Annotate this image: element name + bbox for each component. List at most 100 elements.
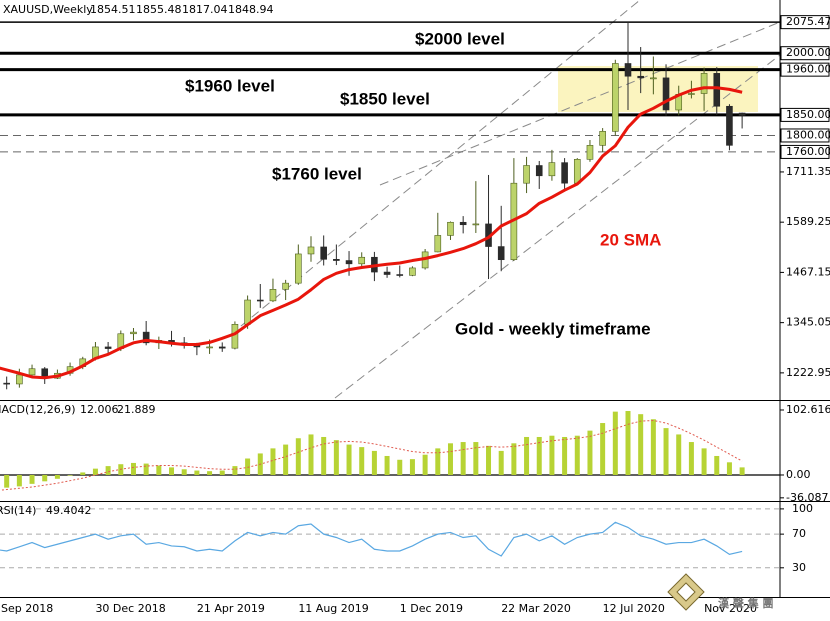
candle-body xyxy=(523,165,530,184)
candle-body xyxy=(345,260,353,265)
candle-body xyxy=(624,63,632,77)
macd-bar xyxy=(688,442,694,475)
pane-title: RSI(14) xyxy=(0,504,36,517)
candle-body xyxy=(206,346,213,349)
macd-bar xyxy=(270,448,276,475)
macd-bar xyxy=(169,467,175,475)
annotation: $1760 level xyxy=(272,164,362,183)
y-tick-label: 1222.95 xyxy=(786,366,830,379)
x-tick-label: 12 Jul 2020 xyxy=(603,602,665,615)
candle-body xyxy=(612,63,619,132)
candle-body xyxy=(713,73,721,107)
candle-body xyxy=(700,73,708,94)
y-tick-label: 1711.35 xyxy=(786,165,830,178)
macd-bar xyxy=(54,474,60,479)
macd-bar xyxy=(371,450,377,475)
candle-body xyxy=(333,259,340,261)
macd-bar xyxy=(219,470,225,475)
candle-body xyxy=(358,256,366,265)
candle-body xyxy=(256,299,264,302)
candle-body xyxy=(434,235,442,253)
macd-bar xyxy=(245,458,251,475)
macd-bar xyxy=(714,455,720,475)
macd-bar xyxy=(207,471,213,475)
channel-line xyxy=(334,54,781,399)
macd-bar xyxy=(638,414,644,475)
candle-body xyxy=(688,93,695,95)
y-tick-label: 0.00 xyxy=(786,468,811,481)
candle-body xyxy=(104,346,112,349)
macd-bar xyxy=(194,470,200,475)
macd-bar xyxy=(80,472,86,475)
macd-bar xyxy=(587,430,593,475)
macd-bar xyxy=(663,428,669,475)
x-tick-label: Sep 2018 xyxy=(1,602,53,615)
x-tick-label: 22 Mar 2020 xyxy=(501,602,571,615)
candle-body xyxy=(244,299,251,325)
macd-bar xyxy=(397,459,403,475)
header-value: 1854.51 xyxy=(90,3,136,16)
macd-bar xyxy=(308,434,314,475)
logo-diamond-inner xyxy=(676,582,696,602)
candle-body xyxy=(637,75,644,79)
y-tick-label: 2000.00 xyxy=(786,46,830,59)
macd-bar xyxy=(739,467,745,475)
y-tick-label: 1467.15 xyxy=(786,265,830,278)
macd-bar xyxy=(42,474,48,482)
candle-body xyxy=(396,274,404,276)
macd-bar xyxy=(92,468,98,475)
macd-bar xyxy=(422,454,428,475)
macd-bar xyxy=(321,436,327,475)
y-tick-box xyxy=(780,144,830,159)
y-tick-box xyxy=(780,128,830,143)
channel-line xyxy=(379,21,781,186)
macd-bar xyxy=(181,469,187,475)
macd-bar xyxy=(283,444,289,475)
macd-bar xyxy=(435,448,441,475)
y-tick-label: 1760.00 xyxy=(786,145,830,158)
macd-bar xyxy=(600,423,606,475)
macd-bar xyxy=(232,466,238,475)
candle-body xyxy=(586,145,594,160)
candle-body xyxy=(573,159,581,184)
macd-bar xyxy=(333,440,339,475)
macd-bar xyxy=(105,466,111,475)
annotation: Gold - weekly timeframe xyxy=(455,319,651,338)
macd-bar xyxy=(384,455,390,475)
annotation: $2000 level xyxy=(415,29,505,48)
y-tick-label: 1589.25 xyxy=(786,215,830,228)
header-value: 1817.04 xyxy=(182,3,228,16)
y-tick-box xyxy=(780,107,830,122)
candle-body xyxy=(548,162,556,177)
candle-body xyxy=(295,253,302,284)
macd-bar xyxy=(346,444,352,475)
macd-bar xyxy=(498,450,504,475)
candle-body xyxy=(561,162,568,184)
candle-body xyxy=(409,267,416,276)
macd-bar xyxy=(536,436,542,475)
macd-bar xyxy=(549,435,555,475)
annotation: $1850 level xyxy=(340,89,430,108)
macd-bar xyxy=(4,474,10,488)
y-tick-label: 2075.47 xyxy=(786,15,830,28)
macd-bar xyxy=(143,463,149,475)
y-tick-label: 70 xyxy=(792,527,806,540)
macd-bar xyxy=(359,447,365,475)
macd-bar xyxy=(612,411,618,475)
pane-value: 49.4042 xyxy=(46,504,92,517)
y-tick-label: -36.087 xyxy=(786,491,828,504)
x-tick-label: 11 Aug 2019 xyxy=(298,602,368,615)
macd-bar xyxy=(726,462,732,475)
candle-body xyxy=(726,105,733,146)
candle-body xyxy=(3,382,10,385)
macd-bar xyxy=(130,462,136,475)
x-tick-label: 1 Dec 2019 xyxy=(400,602,463,615)
candle-body xyxy=(16,374,23,385)
macd-bar xyxy=(701,448,707,475)
macd-bar xyxy=(447,443,453,475)
macd-bar xyxy=(16,474,22,487)
rsi-line xyxy=(0,521,743,557)
watermark: 漢 聲 集 團 xyxy=(718,596,774,610)
macd-bar xyxy=(486,445,492,475)
candle-body xyxy=(497,246,505,261)
